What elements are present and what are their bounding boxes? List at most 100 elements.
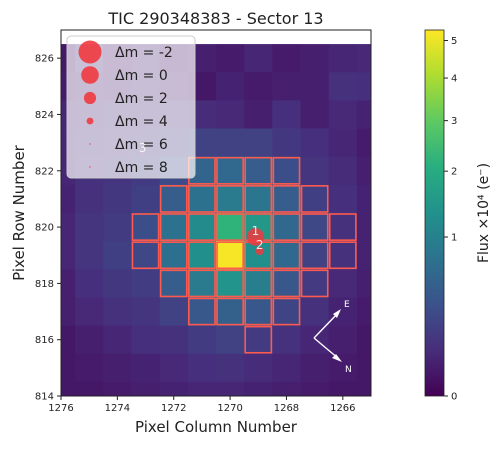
plot-frame (60, 29, 372, 397)
legend-marker (83, 91, 97, 105)
heatmap-pixel (300, 128, 330, 158)
aperture-pixel (300, 269, 329, 298)
y-tick-label: 824 (35, 110, 54, 121)
heatmap-pixel (272, 325, 301, 355)
colorbar (424, 29, 445, 397)
legend-label: Δm = 6 (115, 137, 168, 153)
heatmap-pixel (244, 297, 273, 327)
heatmap-pixel (216, 353, 245, 383)
heatmap-pixel (272, 100, 301, 129)
heatmap-pixel (244, 44, 273, 73)
aperture-pixel (216, 269, 244, 298)
y-tick-label: 814 (35, 392, 54, 403)
y-tick-label: 816 (35, 335, 54, 346)
heatmap-pixel (159, 213, 189, 242)
y-axis-label: Pixel Row Number (10, 144, 28, 281)
heatmap-pixel (300, 184, 330, 214)
aperture-pixel (188, 297, 216, 326)
heatmap-pixel (244, 381, 273, 396)
heatmap-pixel (272, 353, 301, 383)
legend-marker (89, 143, 91, 145)
legend-label: Δm = 8 (115, 160, 168, 176)
colorbar-tick-label: 0 (451, 392, 457, 403)
aperture-pixel (216, 297, 244, 326)
heatmap-pixel (131, 297, 161, 327)
heatmap-pixel (356, 353, 371, 383)
heatmap-pixel (159, 297, 189, 327)
heatmap-pixel (216, 156, 245, 186)
legend-label: Δm = 0 (115, 68, 168, 84)
heatmap-pixel (300, 100, 330, 129)
heatmap-pixel (75, 213, 104, 242)
compass-north-label: N (345, 365, 352, 375)
heatmap-pixel (328, 325, 358, 355)
heatmap-pixel (216, 297, 245, 327)
heatmap-pixel (356, 100, 371, 129)
colorbar-label: Flux ×10⁴ (e⁻) (476, 163, 492, 263)
heatmap-pixel (131, 269, 161, 298)
heatmap-pixel (103, 325, 132, 355)
heatmap-pixel (244, 156, 273, 186)
heatmap-pixel (187, 213, 217, 242)
heatmap-pixel (103, 241, 132, 270)
heatmap-pixel (300, 353, 330, 383)
x-tick-label: 1276 (48, 403, 73, 414)
heatmap-pixel (75, 184, 104, 214)
heatmap-pixel (244, 325, 273, 355)
heatmap-pixel (187, 325, 217, 355)
compass-east-arrowhead (333, 309, 341, 318)
heatmap-pixel (103, 213, 132, 242)
heatmap-pixel (300, 213, 330, 242)
x-axis-label: Pixel Column Number (135, 418, 298, 436)
x-tick-label: 1268 (274, 403, 299, 414)
star-marker (255, 246, 264, 256)
aperture-pixel (300, 241, 329, 270)
aperture-pixel (159, 213, 188, 241)
compass-east-arrow (313, 311, 340, 339)
star-label: 1 (252, 224, 260, 238)
heatmap-pixel (328, 269, 358, 298)
heatmap-pixel (103, 297, 132, 327)
aperture-pixel (272, 156, 301, 185)
colorbar-tick-label: 5 (451, 36, 457, 47)
heatmap-pixel (328, 72, 358, 101)
compass: E N (313, 300, 352, 375)
aperture-pixel (272, 241, 301, 270)
aperture-pixel (159, 241, 188, 270)
legend-marker (78, 40, 102, 64)
heatmap-pixel (61, 213, 76, 242)
legend: Δm = -2 Δm = 0 Δm = 2 Δm = 4 Δm = 6 Δm = 8 (66, 35, 196, 179)
heatmap-pixel (131, 325, 161, 355)
legend-label: Δm = 4 (115, 114, 168, 130)
legend-marker (81, 66, 99, 84)
heatmap-pixel (328, 381, 358, 396)
heatmap-pixel (244, 269, 273, 298)
colorbar-tick-label: 4 (451, 74, 457, 85)
heatmap-pixel (187, 353, 217, 383)
heatmap-pixel (216, 44, 245, 73)
heatmap-pixel (356, 213, 371, 242)
heatmap-pixel (131, 353, 161, 383)
legend-marker (86, 117, 94, 125)
heatmap-pixel (356, 128, 371, 158)
y-tick-label: 818 (35, 279, 54, 290)
heatmap-pixel (356, 297, 371, 327)
heatmap-pixel (61, 269, 76, 298)
legend-marker (89, 166, 91, 168)
aperture-pixel (216, 156, 244, 185)
aperture-pixel (159, 269, 188, 298)
heatmap-pixel (300, 381, 330, 396)
heatmap-pixel (244, 72, 273, 101)
heatmap-pixel (244, 128, 273, 158)
aperture-pixel (272, 185, 301, 213)
heatmap-pixel (216, 213, 245, 242)
heatmap-pixel (300, 241, 330, 270)
colorbar-tick-label: 2 (451, 167, 457, 178)
heatmap-pixel (272, 241, 301, 270)
heatmap-pixel (272, 184, 301, 214)
aperture-pixel (244, 185, 273, 213)
heatmap-pixel (216, 241, 245, 270)
heatmap-pixel (356, 241, 371, 270)
x-tick-label: 1272 (161, 403, 186, 414)
heatmap-pixel (216, 325, 245, 355)
